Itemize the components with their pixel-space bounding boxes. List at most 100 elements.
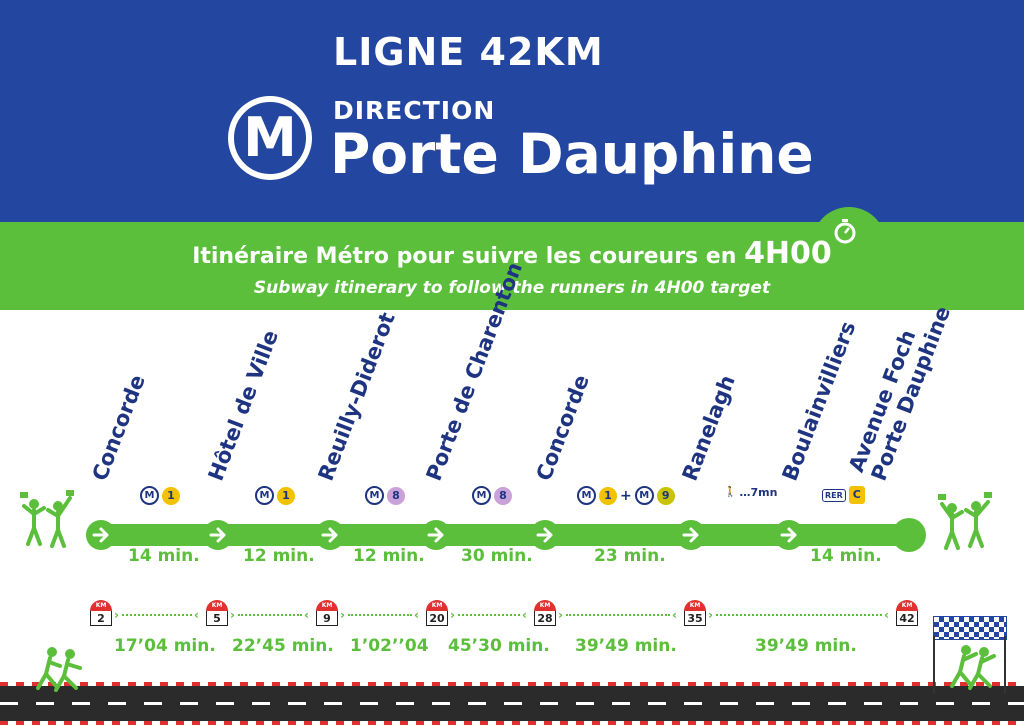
travel-time: 14 min. — [128, 546, 200, 566]
km-marker: KM 2 — [90, 600, 112, 626]
station-node — [530, 520, 560, 550]
arrow-right-icon: › — [558, 608, 563, 622]
station-name: Concorde — [87, 371, 150, 484]
arrow-right-icon — [427, 527, 444, 543]
metro-badge-icon: M — [140, 486, 159, 505]
direction-label: DIRECTION — [333, 96, 496, 125]
arrow-left-icon: ‹ — [414, 608, 419, 622]
finish-post-left — [933, 636, 935, 694]
km-marker-label: KM — [684, 600, 706, 611]
metro-line — [86, 524, 921, 546]
station-label: Ranelagh — [678, 372, 740, 484]
km-marker-number: 35 — [684, 611, 706, 626]
travel-time: 23 min. — [594, 546, 666, 566]
station-name: Reuilly-Diderot — [313, 309, 400, 484]
arrow-right-icon: › — [340, 608, 345, 622]
split-time: 39’49 min. — [575, 636, 677, 656]
dotted-connector — [348, 614, 412, 616]
finish-post-right — [1004, 636, 1006, 694]
km-marker-number: 5 — [206, 611, 228, 626]
metro-badge-icon: M — [365, 486, 384, 505]
runners-left-icon — [36, 647, 82, 692]
dotted-connector — [238, 614, 302, 616]
station-node — [86, 520, 116, 550]
arrow-right-icon — [92, 527, 109, 543]
arrow-right-icon: › — [708, 608, 713, 622]
road-edge-top — [0, 682, 1024, 686]
supporters-left-icon — [20, 490, 74, 548]
station-node — [315, 520, 345, 550]
arrow-left-icon: ‹ — [304, 608, 309, 622]
road-center-line — [0, 702, 1024, 705]
arrow-right-icon — [321, 527, 338, 543]
arrow-left-icon: ‹ — [522, 608, 527, 622]
arrow-left-icon: ‹ — [194, 608, 199, 622]
split-time: 45’30 min. — [448, 636, 550, 656]
metro-badge-icon: M — [472, 486, 491, 505]
station-label: Reuilly-Diderot — [314, 309, 400, 484]
km-marker: KM 9 — [316, 600, 338, 626]
km-marker-label: KM — [90, 600, 112, 611]
line-number-badge: 1 — [277, 486, 295, 505]
km-marker: KM 28 — [534, 600, 556, 626]
page-title: LIGNE 42KM — [333, 30, 604, 74]
terminus-node — [892, 518, 926, 552]
km-marker: KM 5 — [206, 600, 228, 626]
station-name: Ranelagh — [677, 371, 740, 484]
rer-badge-icon: RER — [822, 488, 846, 502]
km-marker: KM 42 — [896, 600, 918, 626]
km-marker-label: KM — [534, 600, 556, 611]
km-marker-number: 28 — [534, 611, 556, 626]
station-node — [774, 520, 804, 550]
destination-title: Porte Dauphine — [330, 122, 814, 186]
travel-time: 14 min. — [810, 546, 882, 566]
metro-badge-icon: M — [255, 486, 274, 505]
station-label: Avenue Foch Porte Dauphine — [844, 294, 955, 484]
travel-time: 12 min. — [353, 546, 425, 566]
km-marker-number: 2 — [90, 611, 112, 626]
split-time: 22’45 min. — [232, 636, 334, 656]
plus-sign: + — [620, 487, 632, 504]
split-time: 17’04 min. — [114, 636, 216, 656]
dotted-connector — [458, 614, 520, 616]
travel-time: 30 min. — [461, 546, 533, 566]
split-time: 39’49 min. — [755, 636, 857, 656]
km-marker-label: KM — [206, 600, 228, 611]
line-number-badge: 9 — [656, 486, 675, 505]
km-marker-number: 42 — [896, 611, 918, 626]
subtitle-french: Itinéraire Métro pour suivre les coureur… — [0, 236, 1024, 271]
subtitle-english: Subway itinerary to follow the runners i… — [253, 278, 771, 298]
road — [0, 682, 1024, 725]
line-number-badge: 8 — [494, 486, 512, 505]
station-node — [676, 520, 706, 550]
finish-banner — [933, 616, 1007, 640]
stopwatch-icon — [834, 219, 856, 244]
line-number-badge: 1 — [599, 486, 617, 505]
subtitle-french-text: Itinéraire Métro pour suivre les coureur… — [192, 244, 737, 269]
arrow-right-icon: › — [450, 608, 455, 622]
arrow-left-icon: ‹ — [884, 608, 889, 622]
line-number-badge: 8 — [387, 486, 405, 505]
walk-time: …7mn — [739, 486, 778, 499]
station-label: Hôtel de Ville — [204, 327, 283, 484]
km-marker: KM 35 — [684, 600, 706, 626]
station-node — [203, 520, 233, 550]
runners-finish-icon — [950, 645, 996, 690]
km-marker-label: KM — [896, 600, 918, 611]
arrow-right-icon — [209, 527, 226, 543]
km-marker: KM 20 — [426, 600, 448, 626]
station-name: Hôtel de Ville — [203, 326, 284, 484]
line-number-badge: 1 — [162, 486, 180, 505]
dotted-connector — [716, 614, 882, 616]
arrow-left-icon: ‹ — [672, 608, 677, 622]
metro-badge-icon: M — [634, 486, 654, 505]
station-label: Concorde — [88, 371, 150, 484]
metro-logo-icon: M — [228, 96, 312, 180]
road-edge-bottom — [0, 721, 1024, 725]
supporters-right-icon — [938, 492, 992, 550]
metro-badge-icon: M — [577, 486, 596, 505]
km-marker-label: KM — [426, 600, 448, 611]
arrow-right-icon — [536, 527, 553, 543]
arrow-right-icon: › — [230, 608, 235, 622]
